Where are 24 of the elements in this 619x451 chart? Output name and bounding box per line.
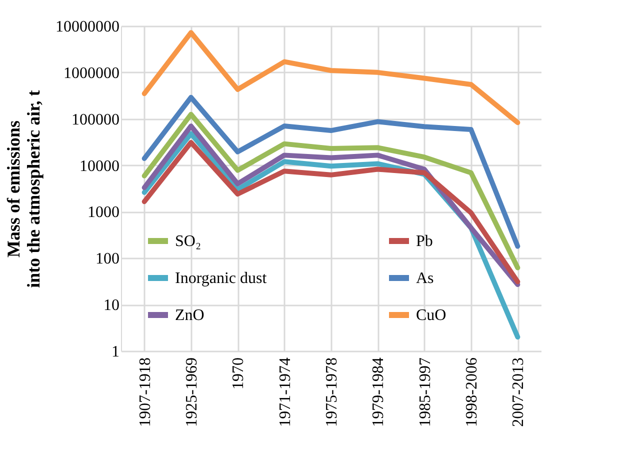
x-tick-label: 1970 — [230, 358, 248, 390]
x-tick-label: 1975-1978 — [324, 358, 340, 427]
y-tick-label: 1000 — [88, 204, 120, 222]
x-tick-label: 1985-1997 — [416, 358, 434, 427]
y-tick-label: 100 — [96, 250, 120, 268]
y-tick-label: 10000000 — [56, 18, 120, 36]
legend-label: As — [416, 270, 434, 287]
y-tick-label: 100000 — [72, 111, 120, 128]
x-tick-label: 1971-1974 — [276, 358, 294, 427]
y-axis-title: Mass of emissions into the atmospheric air, t — [4, 90, 44, 288]
x-tick-label: 1979-1984 — [370, 358, 388, 427]
y-tick-label: 1000000 — [64, 64, 120, 82]
y-tick-label: 10 — [104, 297, 120, 314]
x-tick-label: 1925-1969 — [184, 358, 200, 427]
legend-label: ZnO — [175, 307, 204, 324]
x-tick-label: 2007-2013 — [510, 358, 528, 427]
y-tick-label: 1 — [112, 344, 120, 360]
x-tick-label: 1907-1918 — [136, 358, 154, 427]
legend-label: CuO — [416, 307, 446, 324]
y-tick-label: 10000 — [80, 158, 120, 175]
legend-label: Inorganic dust — [175, 270, 268, 287]
legend-label: Pb — [416, 233, 433, 250]
x-tick-label: 1998-2006 — [464, 358, 480, 427]
legend-label: SO₂ — [175, 233, 202, 250]
